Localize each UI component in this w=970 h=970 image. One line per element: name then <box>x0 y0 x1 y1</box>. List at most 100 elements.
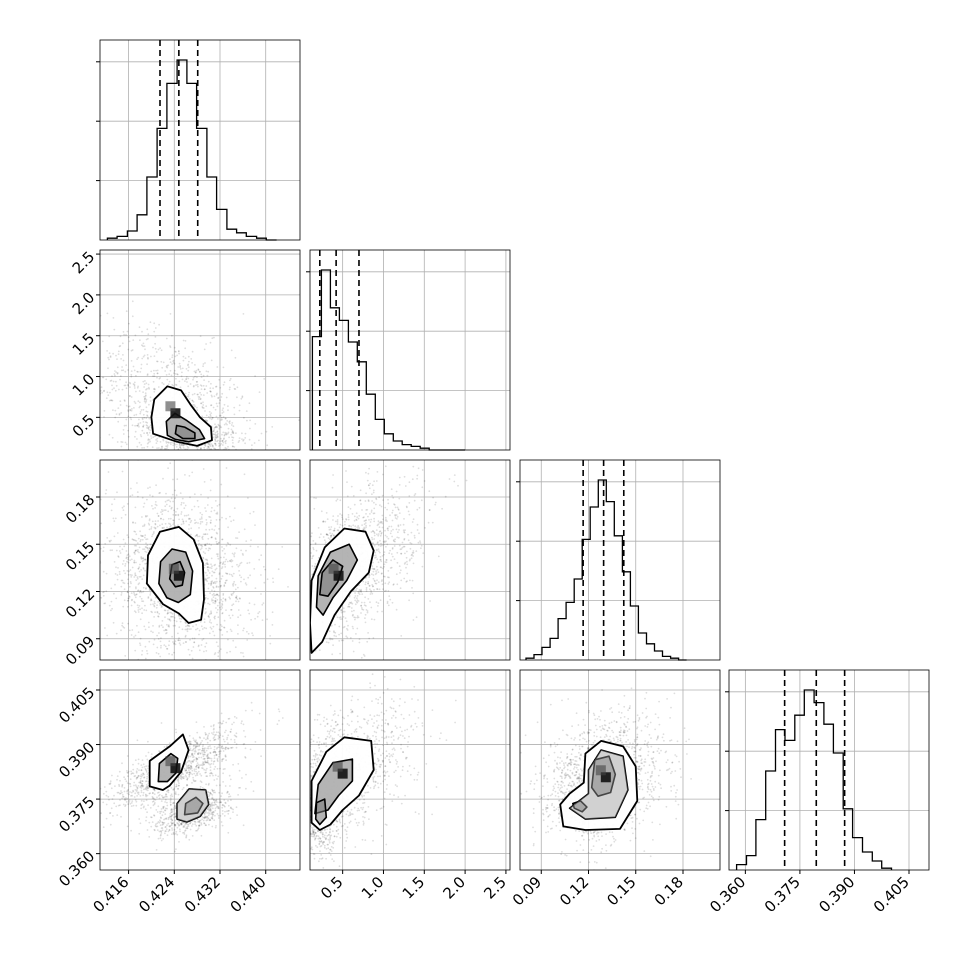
scatter-point <box>295 604 297 606</box>
scatter-point <box>146 515 149 517</box>
scatter-point <box>208 447 210 450</box>
scatter-point <box>231 445 234 448</box>
scatter-point <box>223 403 226 406</box>
scatter-point <box>221 563 224 566</box>
scatter-point <box>170 479 172 481</box>
scatter-point <box>195 480 197 482</box>
scatter-point <box>179 456 181 458</box>
scatter-point <box>145 546 148 549</box>
scatter-point <box>127 556 130 559</box>
scatter-point <box>205 510 207 512</box>
scatter-point <box>186 624 189 626</box>
scatter-point <box>210 404 212 407</box>
scatter-point <box>100 386 103 389</box>
scatter-point <box>233 446 236 448</box>
scatter-point <box>208 475 210 477</box>
scatter-point <box>336 519 339 521</box>
scatter-point <box>276 456 278 458</box>
scatter-point <box>139 644 142 646</box>
scatter-point <box>144 348 146 351</box>
scatter-point <box>219 585 222 587</box>
scatter-point <box>182 359 185 362</box>
scatter-point <box>228 452 230 454</box>
scatter-point <box>234 583 237 586</box>
scatter-point <box>167 618 169 620</box>
scatter-point <box>216 435 218 437</box>
scatter-point <box>153 390 156 393</box>
scatter-point <box>210 359 213 362</box>
scatter-point <box>90 412 92 414</box>
scatter-point <box>215 676 217 678</box>
scatter-point <box>257 623 259 625</box>
scatter-point <box>118 412 121 415</box>
scatter-point <box>142 557 144 560</box>
scatter-point <box>184 392 187 395</box>
scatter-point <box>135 672 137 674</box>
scatter-point <box>141 418 144 421</box>
scatter-point <box>150 370 153 373</box>
scatter-point <box>134 574 137 576</box>
scatter-point <box>146 373 149 375</box>
scatter-point <box>356 595 359 597</box>
scatter-point <box>370 573 373 576</box>
scatter-point <box>157 615 160 618</box>
scatter-point <box>331 486 334 489</box>
scatter-point <box>213 499 215 501</box>
scatter-point <box>291 651 293 653</box>
scatter-point <box>153 375 156 378</box>
scatter-point <box>172 523 175 526</box>
scatter-point <box>100 547 102 550</box>
panel-frame <box>99 459 301 661</box>
scatter-point <box>102 546 105 549</box>
scatter-point <box>116 372 119 375</box>
scatter-point <box>194 375 196 378</box>
scatter-point <box>211 455 213 457</box>
scatter-point <box>202 533 205 536</box>
scatter-point <box>127 597 130 600</box>
scatter-point <box>159 604 162 606</box>
scatter-point <box>225 447 228 450</box>
scatter-point <box>170 468 172 470</box>
scatter-point <box>246 630 248 633</box>
scatter-point <box>177 639 180 642</box>
scatter-point <box>248 646 250 648</box>
scatter-point <box>146 387 149 390</box>
scatter-point <box>372 542 374 545</box>
scatter-point <box>291 552 293 554</box>
scatter-point <box>327 641 330 644</box>
scatter-point <box>139 595 142 598</box>
scatter-point <box>197 450 199 452</box>
scatter-point <box>141 653 143 656</box>
scatter-point <box>72 396 74 398</box>
scatter-point <box>220 577 223 580</box>
scatter-point <box>412 465 415 468</box>
scatter-point <box>240 561 243 564</box>
scatter-point <box>130 375 133 378</box>
scatter-point <box>163 629 166 632</box>
scatter-point <box>148 640 151 643</box>
scatter-point <box>209 547 212 550</box>
scatter-point <box>289 605 291 607</box>
scatter-point <box>178 518 181 521</box>
scatter-point <box>231 436 233 438</box>
scatter-point <box>254 524 256 526</box>
scatter-point <box>233 580 236 583</box>
scatter-point <box>139 405 142 408</box>
scatter-point <box>71 397 73 399</box>
scatter-point <box>189 450 191 452</box>
scatter-point <box>144 558 147 561</box>
scatter-point <box>135 413 138 416</box>
scatter-point <box>108 399 111 402</box>
scatter-point <box>214 568 217 571</box>
scatter-point <box>154 522 157 525</box>
scatter-point <box>247 497 249 499</box>
scatter-point <box>164 645 167 648</box>
scatter-point <box>388 595 391 597</box>
scatter-point <box>355 519 358 521</box>
scatter-point <box>228 573 231 576</box>
scatter-point <box>211 528 214 531</box>
scatter-point <box>217 542 220 545</box>
scatter-point <box>161 510 164 513</box>
scatter-point <box>247 632 250 635</box>
scatter-point <box>253 603 256 606</box>
